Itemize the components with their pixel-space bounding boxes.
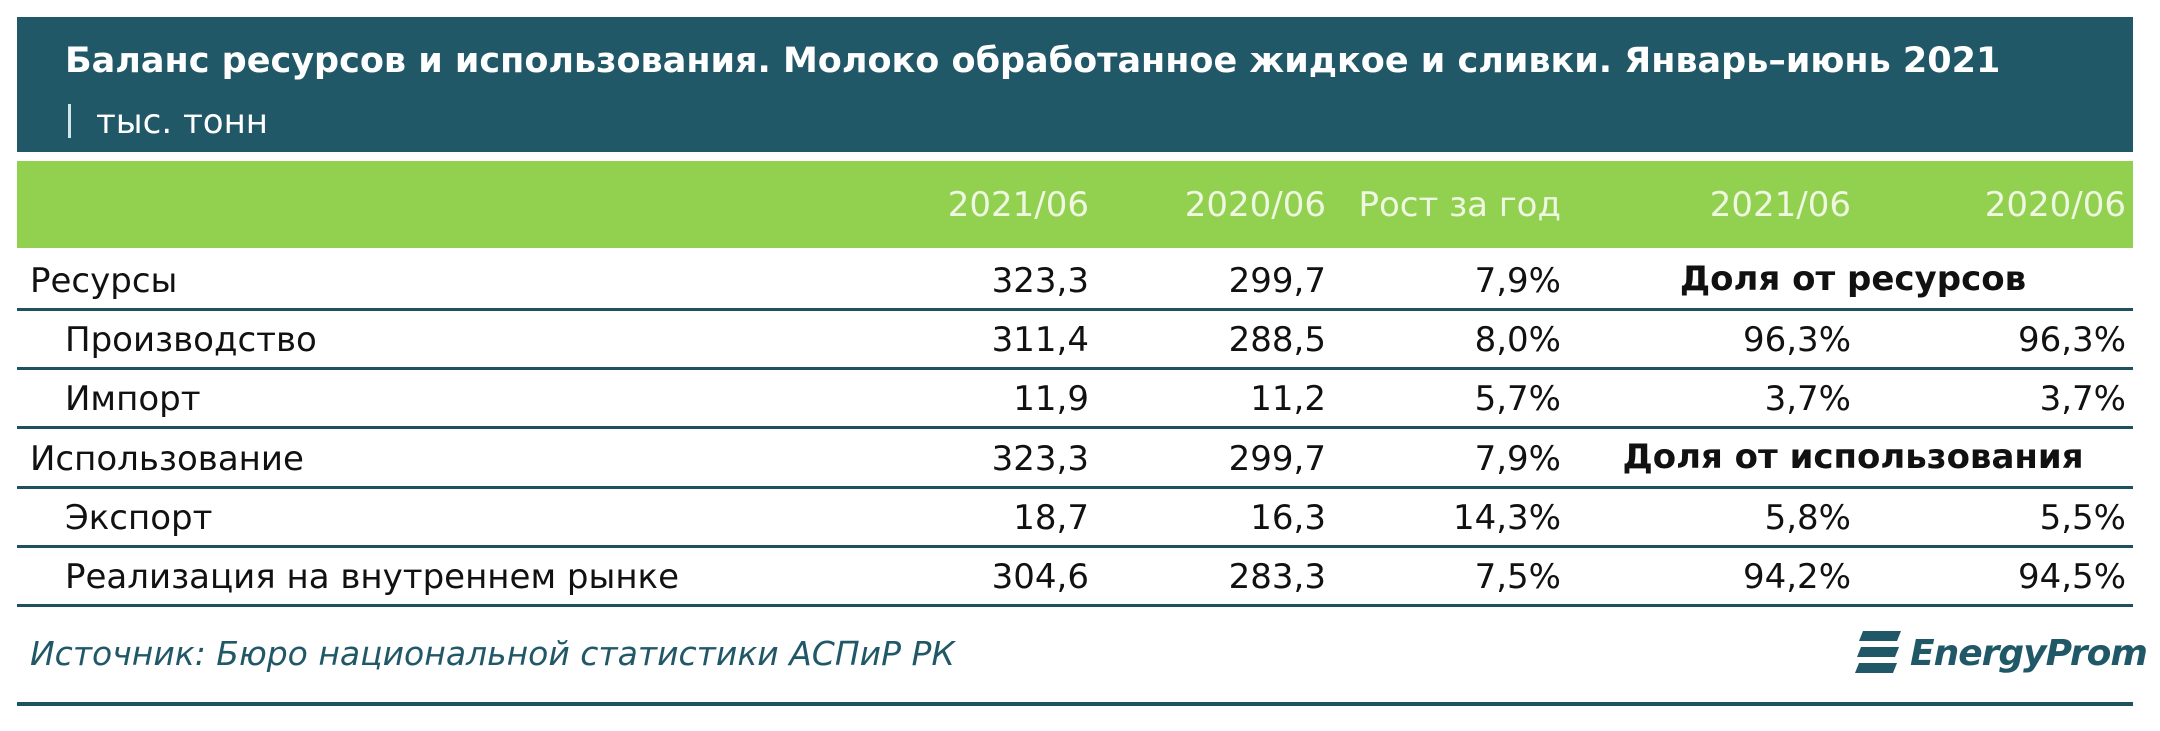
header-row [17,161,2133,248]
item-label: Производство [65,320,317,361]
cell: 94,2% [1742,557,1851,597]
logo: EnergyProm [1910,633,2148,674]
cell: 304,6 [991,557,1089,597]
cell: 5,8% [1764,497,1851,538]
item-label: Импорт [65,379,201,420]
cell: 94,5% [2017,557,2126,597]
row-rule [17,604,2133,607]
row-rule [17,544,2133,548]
cell: 14,3% [1452,497,1561,538]
item-label: Экспорт [65,497,213,538]
cell: 283,3 [1228,557,1326,597]
cell: 3,7% [2039,379,2126,420]
column-header: 2021/06 [1709,185,1851,225]
row-rule [17,485,2133,489]
unit-bar [68,104,71,138]
cell: 323,3 [991,438,1089,479]
source: Источник: Бюро национальной статистики А… [30,634,955,673]
row-rule [17,426,2133,430]
cell: 11,2 [1250,379,1326,420]
cell: 323,3 [991,261,1089,301]
row-rule [17,308,2133,311]
column-header: Рост за год [1358,185,1561,225]
cell: 11,9 [1013,379,1089,420]
cell: 16,3 [1250,497,1326,538]
cell: 3,7% [1764,379,1851,420]
share-title: Доля от использования [1622,436,2084,477]
cell: 96,3% [1742,320,1851,361]
cell: 5,5% [2039,497,2126,538]
cell: 18,7 [1013,497,1089,538]
cell: 7,5% [1474,557,1561,597]
column-header: 2020/06 [1184,185,1326,225]
unit: тыс. тонн [96,102,269,142]
share-title: Доля от ресурсов [1679,259,2027,299]
cell: 5,7% [1474,379,1561,420]
bottom-rule [17,702,2133,706]
title-band [17,17,2133,152]
section-label: Использование [30,438,304,479]
cell: 96,3% [2017,320,2126,361]
title: Баланс ресурсов и использования. Молоко … [65,41,2001,81]
cell: 311,4 [991,320,1089,361]
row-rule [17,367,2133,371]
cell: 288,5 [1228,320,1326,361]
item-label: Реализация на внутреннем рынке [65,557,680,597]
cell: 299,7 [1228,438,1326,479]
column-header: 2021/06 [947,185,1089,225]
cell: 7,9% [1474,438,1561,479]
cell: 299,7 [1228,261,1326,301]
section-label: Ресурсы [30,261,178,301]
cell: 7,9% [1474,261,1561,301]
column-header: 2020/06 [1984,185,2126,225]
logo-icon [1855,631,1901,673]
cell: 8,0% [1474,320,1561,361]
